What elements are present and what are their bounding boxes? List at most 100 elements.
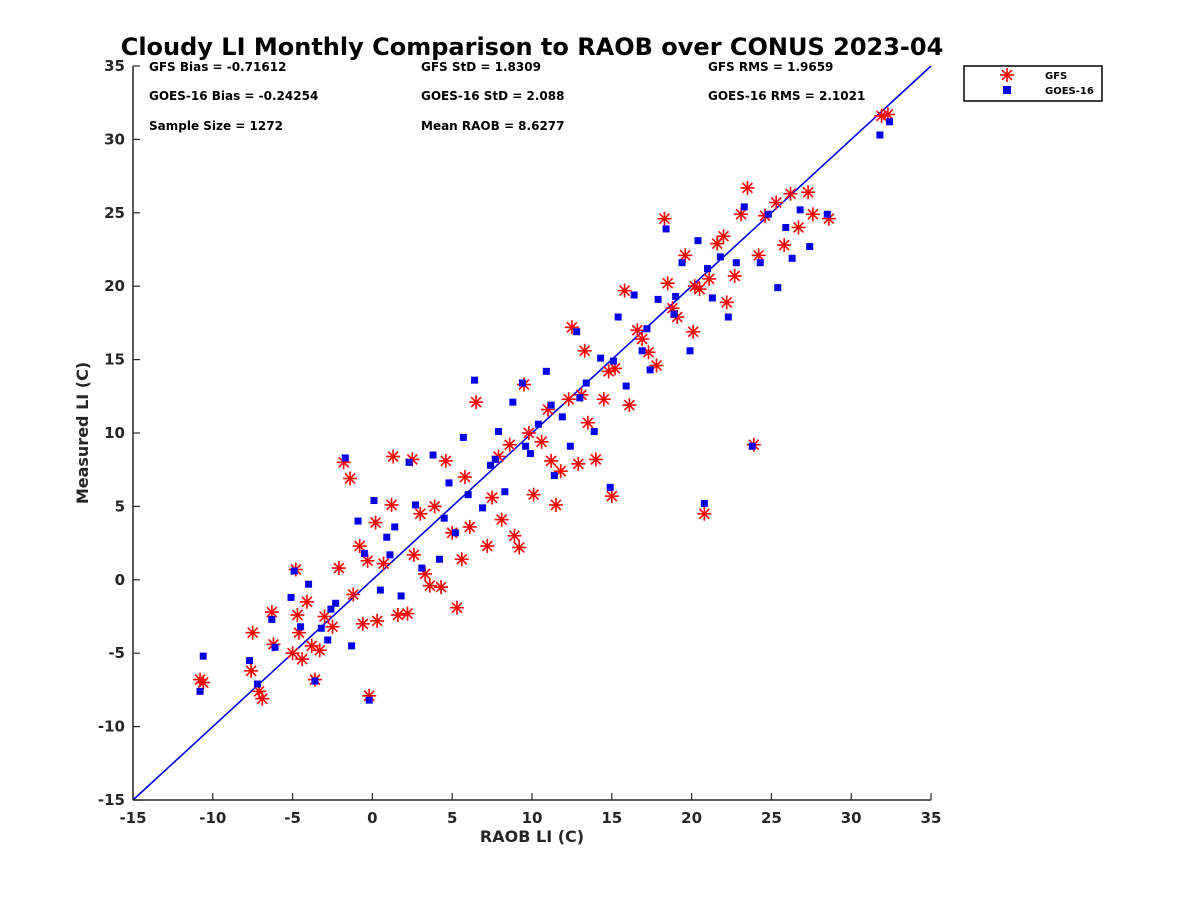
y-tick-label: 20 [104, 277, 125, 295]
goes-16-point [622, 382, 630, 390]
gfs-point [304, 638, 319, 653]
goes-16-point [386, 551, 394, 559]
goes-16-point [547, 401, 555, 409]
y-tick-label: 15 [104, 351, 125, 369]
goes-16-point [774, 284, 782, 292]
goes-16-point [391, 523, 399, 531]
gfs-point [507, 528, 522, 543]
goes-16-point [670, 310, 678, 318]
gfs-series [193, 107, 895, 706]
goes-16-point [268, 615, 276, 623]
goes-16-point [397, 592, 405, 600]
goes-16-point [311, 677, 319, 685]
stat-goes-std: GOES-16 StD = 2.088 [421, 89, 564, 103]
legend: GFS GOES-16 [963, 65, 1103, 102]
gfs-point [384, 497, 399, 512]
x-tick-label: -5 [284, 809, 301, 827]
goes-16-point [354, 517, 362, 525]
y-tick-label: -5 [108, 644, 125, 662]
goes-16-point [290, 567, 298, 575]
goes-16-point [686, 347, 694, 355]
gfs-point [422, 578, 437, 593]
gfs-point [577, 343, 592, 358]
goes-16-point [287, 593, 295, 601]
gfs-point [438, 453, 453, 468]
gfs-point [400, 606, 415, 621]
gfs-point [880, 107, 895, 122]
y-tick-label: 35 [104, 57, 125, 75]
gfs-point [368, 515, 383, 530]
gfs-point [687, 279, 702, 294]
y-tick-label: 30 [104, 130, 125, 148]
goes-16-point [435, 555, 443, 563]
statistics-annotations: GFS Bias = -0.71612 GFS StD = 1.8309 GFS… [149, 60, 865, 133]
y-axis-label: Measured LI (C) [73, 362, 92, 504]
legend-goes-square-marker [1003, 86, 1011, 94]
gfs-point [777, 238, 792, 253]
gfs-point [386, 449, 401, 464]
goes-16-point [678, 259, 686, 267]
goes-16-series [196, 118, 894, 704]
gfs-point [285, 646, 300, 661]
gfs-point [434, 580, 449, 595]
stat-gfs-std: GFS StD = 1.8309 [421, 60, 541, 74]
stat-sample-size: Sample Size = 1272 [149, 119, 283, 133]
goes-16-point [199, 652, 207, 660]
goes-16-point [662, 225, 670, 233]
gfs-point [462, 519, 477, 534]
goes-16-point [638, 347, 646, 355]
legend-box [963, 65, 1103, 102]
goes-16-point [643, 325, 651, 333]
goes-16-point [823, 210, 831, 218]
gfs-point [352, 539, 367, 554]
gfs-point [295, 652, 310, 667]
gfs-point [299, 594, 314, 609]
goes-16-point [370, 497, 378, 505]
y-tick-label: 10 [104, 424, 125, 442]
goes-16-point [558, 413, 566, 421]
gfs-point [805, 207, 820, 222]
x-tick-label: -15 [119, 809, 146, 827]
goes-16-point [672, 292, 680, 300]
goes-16-point [788, 254, 796, 262]
gfs-point [244, 663, 259, 678]
y-tick-label: -10 [98, 718, 125, 736]
goes-16-point [573, 328, 581, 336]
gfs-point [245, 625, 260, 640]
x-tick-label: 0 [367, 809, 377, 827]
gfs-point [331, 561, 346, 576]
goes-16-point [383, 533, 391, 541]
goes-16-point [429, 451, 437, 459]
gfs-point [596, 392, 611, 407]
gfs-point [346, 587, 361, 602]
gfs-point [406, 547, 421, 562]
goes-16-point [724, 313, 732, 321]
gfs-point [485, 490, 500, 505]
goes-16-point [704, 265, 712, 273]
legend-label-gfs: GFS [1045, 71, 1067, 82]
gfs-point [376, 556, 391, 571]
gfs-point [534, 434, 549, 449]
goes-16-point [796, 206, 804, 214]
goes-16-point [479, 504, 487, 512]
goes-16-point [464, 491, 472, 499]
goes-16-point [494, 428, 502, 436]
y-tick-label: -15 [98, 791, 125, 809]
goes-16-point [609, 357, 617, 365]
goes-16-point [348, 642, 356, 650]
gfs-point [686, 324, 701, 339]
x-tick-label: 5 [447, 809, 457, 827]
gfs-point [255, 691, 270, 706]
goes-16-point [491, 455, 499, 463]
x-tick-label: 20 [681, 809, 702, 827]
gfs-point [622, 398, 637, 413]
goes-16-point [501, 488, 509, 496]
gfs-point [427, 499, 442, 514]
goes-16-point [376, 586, 384, 594]
goes-16-point [440, 514, 448, 522]
stat-mean-raob: Mean RAOB = 8.6277 [421, 119, 565, 133]
x-axis-label: RAOB LI (C) [480, 827, 584, 846]
stat-goes-rms: GOES-16 RMS = 2.1021 [708, 89, 865, 103]
